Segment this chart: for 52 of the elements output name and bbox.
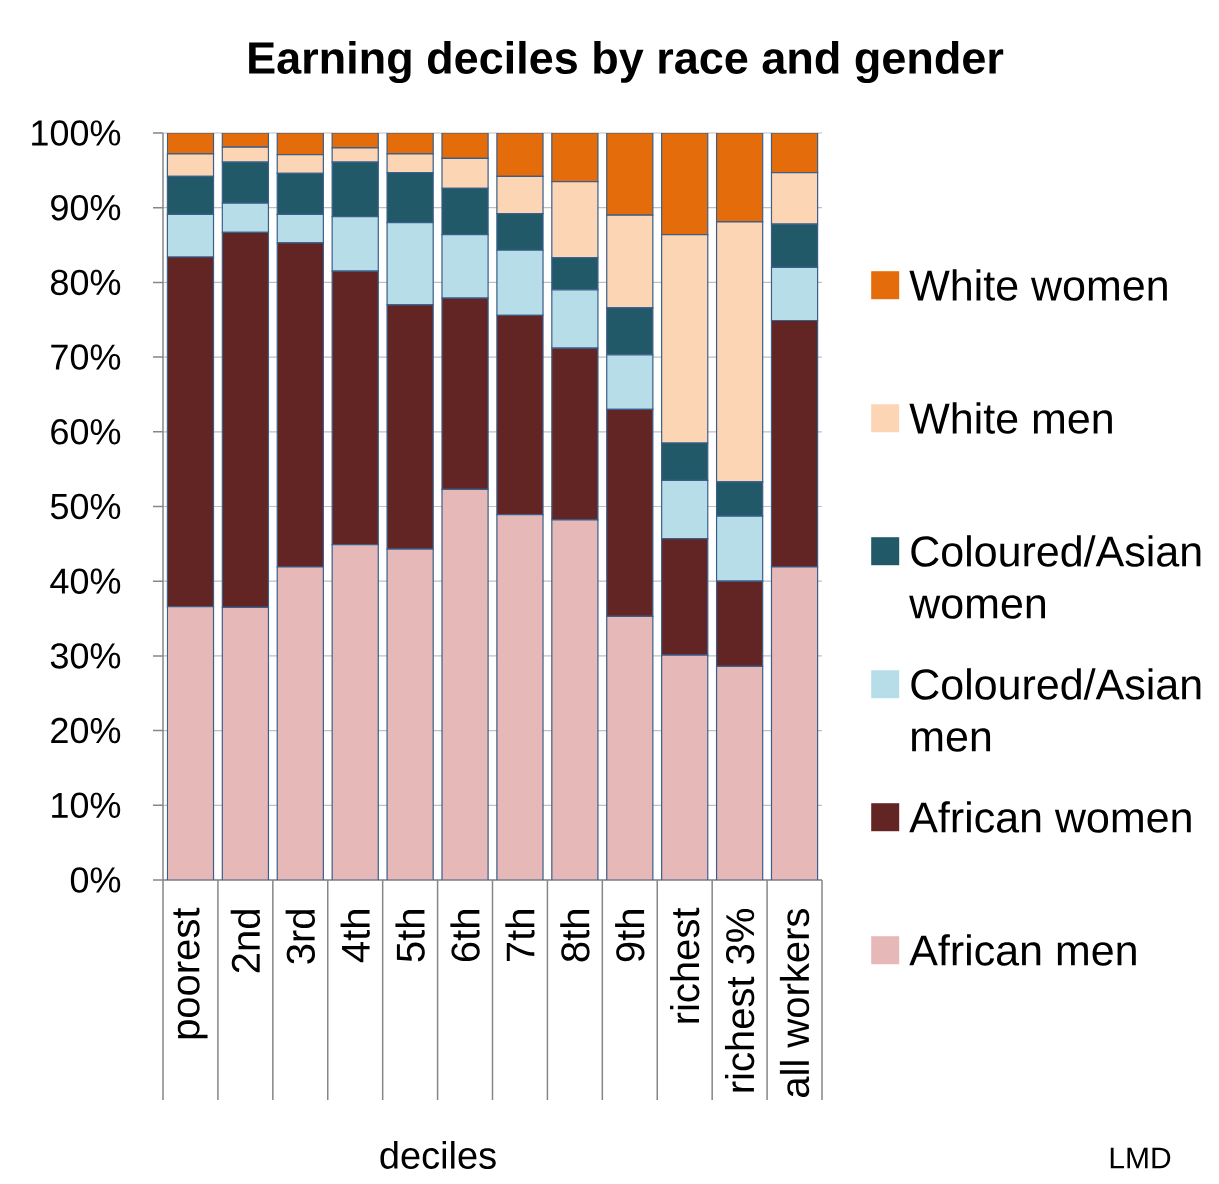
y-tick-label: 30% bbox=[50, 643, 121, 669]
y-tick-label: 20% bbox=[51, 717, 121, 744]
x-tick-label: 3rd bbox=[285, 910, 315, 964]
legend-label: Coloured/Asian men bbox=[911, 668, 1201, 752]
legend-label: White women bbox=[909, 269, 1167, 301]
x-tick-label: 8th bbox=[560, 910, 590, 962]
x-tick-label: richest 3% bbox=[724, 909, 755, 1092]
bar bbox=[551, 132, 599, 183]
x-tick-label: all workers bbox=[779, 909, 810, 1097]
x-tick-label: richest bbox=[670, 907, 700, 1023]
bar bbox=[221, 606, 270, 880]
y-tick-label: 10% bbox=[52, 792, 121, 819]
bar bbox=[770, 132, 819, 174]
bar bbox=[441, 488, 489, 880]
chart-title: Earning deciles by race and gender bbox=[249, 40, 1004, 84]
y-tick-label: 80% bbox=[50, 269, 121, 296]
y-tick-label: 40% bbox=[50, 568, 121, 594]
legend-label: African women bbox=[909, 801, 1191, 833]
x-tick-label: 4th bbox=[340, 910, 370, 963]
legend-label: African men bbox=[909, 934, 1136, 966]
y-tick-label: 70% bbox=[51, 344, 121, 370]
bar bbox=[386, 548, 434, 880]
bar bbox=[276, 132, 324, 156]
bar bbox=[551, 519, 599, 880]
bar bbox=[276, 566, 324, 880]
x-tick-label: poorest bbox=[173, 907, 208, 1039]
bar bbox=[770, 566, 819, 880]
bar bbox=[606, 132, 654, 216]
legend-label: Coloured/Asian women bbox=[909, 535, 1201, 619]
x-tick-label: 5th bbox=[395, 910, 425, 962]
bar bbox=[331, 543, 379, 880]
bar bbox=[606, 615, 654, 880]
bar bbox=[715, 132, 764, 223]
bar bbox=[441, 132, 489, 159]
bar bbox=[661, 654, 709, 880]
text: LMD bbox=[1110, 1147, 1171, 1169]
bar bbox=[715, 665, 764, 880]
x-tick-label: 9th bbox=[615, 910, 645, 962]
bar bbox=[496, 132, 544, 177]
bar bbox=[496, 514, 544, 880]
y-tick-label: 90% bbox=[51, 194, 121, 221]
x-tick-label: 2nd bbox=[230, 910, 261, 973]
x-tick-label: 7th bbox=[505, 910, 535, 962]
legend-label: White men bbox=[909, 402, 1112, 434]
x-tick-label: 6th bbox=[450, 910, 480, 962]
bar bbox=[661, 132, 709, 236]
y-tick-label: 50% bbox=[50, 493, 121, 520]
y-tick-label: 60% bbox=[51, 419, 121, 445]
y-tick-label: 0% bbox=[70, 867, 121, 893]
bar bbox=[166, 605, 215, 880]
y-tick-label: 100% bbox=[32, 120, 121, 146]
x-axis-title: deciles bbox=[380, 1141, 496, 1169]
